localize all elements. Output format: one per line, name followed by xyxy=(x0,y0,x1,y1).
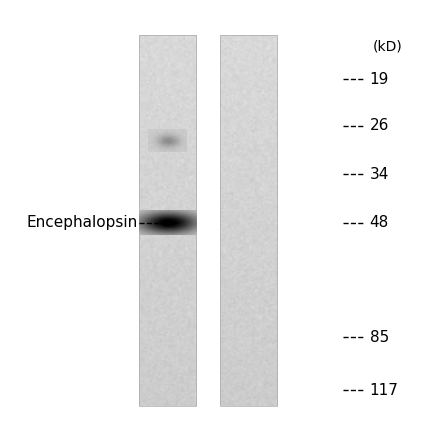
Text: 48: 48 xyxy=(370,215,389,230)
Text: 85: 85 xyxy=(370,330,389,345)
Text: Encephalopsin: Encephalopsin xyxy=(26,215,138,230)
Text: 26: 26 xyxy=(370,118,389,133)
Text: 34: 34 xyxy=(370,167,389,182)
Text: (kD): (kD) xyxy=(372,39,402,53)
Text: 117: 117 xyxy=(370,383,399,398)
Text: 19: 19 xyxy=(370,72,389,87)
